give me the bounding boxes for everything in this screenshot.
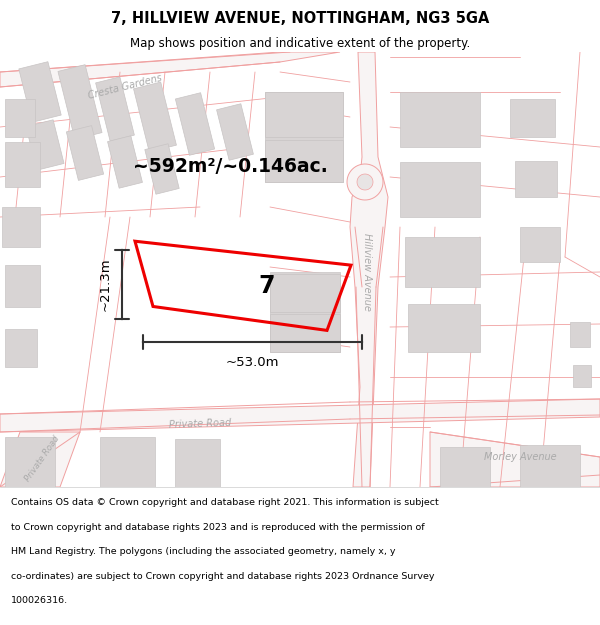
Bar [270, 314, 340, 352]
Bar [400, 92, 480, 147]
Bar [5, 265, 40, 307]
Bar [405, 237, 480, 287]
Bar [515, 161, 557, 197]
Text: ~592m²/~0.146ac.: ~592m²/~0.146ac. [133, 158, 328, 176]
Polygon shape [0, 399, 600, 432]
Bar [270, 272, 340, 352]
Bar [134, 82, 176, 152]
Text: 7, HILLVIEW AVENUE, NOTTINGHAM, NG3 5GA: 7, HILLVIEW AVENUE, NOTTINGHAM, NG3 5GA [111, 11, 489, 26]
Bar [145, 144, 179, 194]
Text: 100026316.: 100026316. [11, 596, 68, 605]
Text: ~53.0m: ~53.0m [226, 356, 279, 369]
Bar [175, 92, 215, 155]
Bar [270, 274, 340, 312]
Polygon shape [350, 52, 388, 487]
Bar [67, 126, 104, 181]
Text: Morley Avenue: Morley Avenue [484, 452, 556, 462]
Bar [265, 92, 343, 182]
Bar [100, 437, 155, 487]
Text: Private Road: Private Road [169, 418, 232, 430]
Bar [19, 62, 61, 122]
Bar [217, 104, 253, 160]
Bar [2, 207, 40, 247]
Bar [570, 322, 590, 347]
Bar [520, 227, 560, 262]
Polygon shape [430, 432, 600, 487]
Text: Hillview Avenue: Hillview Avenue [362, 233, 372, 311]
Bar [265, 92, 343, 137]
Polygon shape [347, 164, 383, 200]
Text: Map shows position and indicative extent of the property.: Map shows position and indicative extent… [130, 38, 470, 51]
Bar [510, 99, 555, 137]
Bar [5, 329, 37, 367]
Text: Contains OS data © Crown copyright and database right 2021. This information is : Contains OS data © Crown copyright and d… [11, 498, 439, 507]
Text: 7: 7 [258, 274, 275, 298]
Bar [573, 365, 591, 387]
Bar [400, 162, 480, 217]
Bar [520, 445, 580, 487]
Text: Private Road: Private Road [23, 434, 61, 484]
Bar [95, 77, 134, 141]
Bar [440, 447, 490, 487]
Bar [5, 437, 55, 487]
Bar [5, 99, 35, 137]
Bar [5, 142, 40, 187]
Bar [58, 64, 102, 139]
Polygon shape [0, 52, 340, 87]
Bar [408, 304, 480, 352]
Text: HM Land Registry. The polygons (including the associated geometry, namely x, y: HM Land Registry. The polygons (includin… [11, 547, 395, 556]
Text: ~21.3m: ~21.3m [99, 258, 112, 311]
Polygon shape [0, 432, 80, 487]
Bar [107, 136, 142, 188]
Bar [175, 439, 220, 487]
Polygon shape [357, 174, 373, 190]
Text: co-ordinates) are subject to Crown copyright and database rights 2023 Ordnance S: co-ordinates) are subject to Crown copyr… [11, 572, 434, 581]
Text: to Crown copyright and database rights 2023 and is reproduced with the permissio: to Crown copyright and database rights 2… [11, 522, 424, 532]
Text: Cresta Gardens: Cresta Gardens [87, 73, 163, 101]
Bar [265, 140, 343, 182]
Bar [26, 120, 64, 170]
